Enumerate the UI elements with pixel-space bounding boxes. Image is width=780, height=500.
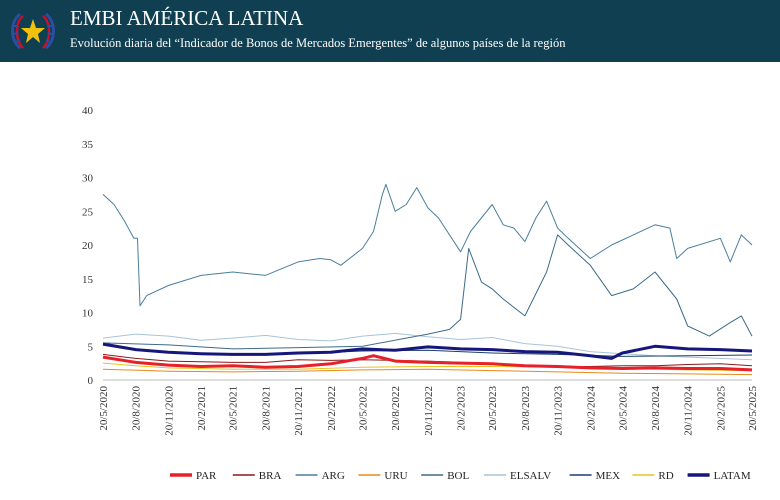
series-line-arg [102, 183, 753, 307]
y-tick-label: 40 [82, 105, 94, 117]
x-tick-label: 20/11/2024 [683, 386, 695, 436]
x-tick-label: 20/11/2020 [163, 386, 175, 436]
chart-legend: PAR BRA ARG URU BOL ELSALV MEX RD LATAM [170, 470, 751, 482]
series-line-bol [102, 234, 753, 350]
y-tick-label: 15 [82, 274, 94, 286]
x-tick-label: 20/5/2023 [487, 386, 499, 431]
embi-line-chart: 0 5 10 15 20 25 30 35 40 20/5/2020 20/8/2020 20/11… [82, 105, 759, 482]
x-tick-label: 20/2/2024 [585, 386, 597, 431]
series-line-latam [102, 342, 753, 360]
x-tick-label: 20/5/2025 [747, 386, 759, 431]
y-tick-label: 35 [82, 139, 94, 151]
x-tick-label: 20/2/2025 [715, 386, 727, 431]
series-line-par [102, 354, 753, 372]
paraguay-emblem-icon [11, 12, 55, 50]
legend-label-bra: BRA [259, 470, 282, 482]
header-banner: EMBI AMÉRICA LATINA Evolución diaria del… [0, 0, 780, 62]
x-tick-label: 20/8/2022 [390, 386, 402, 431]
legend-label-uru: URU [384, 470, 407, 482]
page-subtitle: Evolución diaria del “Indicador de Bonos… [70, 36, 566, 50]
y-tick-label: 30 [82, 173, 94, 185]
series-lines [102, 183, 753, 376]
x-tick-label: 20/8/2020 [131, 386, 143, 431]
legend-label-bol: BOL [447, 470, 469, 482]
x-tick-label: 20/2/2021 [196, 386, 208, 431]
x-tick-label: 20/5/2024 [617, 386, 629, 431]
legend-label-arg: ARG [322, 470, 345, 482]
x-tick-label: 20/5/2020 [98, 386, 110, 431]
series-line-elsalv [102, 332, 753, 361]
x-tick-label: 20/2/2023 [456, 386, 468, 431]
legend-label-latam: LATAM [714, 470, 751, 482]
y-axis: 0 5 10 15 20 25 30 35 40 [82, 105, 752, 387]
x-tick-label: 20/5/2021 [228, 386, 240, 431]
legend-label-par: PAR [196, 470, 217, 482]
y-tick-label: 0 [88, 375, 94, 387]
x-tick-label: 20/2/2022 [326, 386, 338, 431]
page-title: EMBI AMÉRICA LATINA [70, 6, 304, 30]
y-tick-label: 25 [82, 206, 94, 218]
x-tick-label: 20/11/2021 [293, 386, 305, 436]
series-line-uru [102, 368, 753, 376]
x-axis: 20/5/2020 20/8/2020 20/11/2020 20/2/2021 20/… [98, 386, 759, 436]
y-tick-label: 20 [82, 240, 94, 252]
legend-label-mex: MEX [596, 470, 621, 482]
x-tick-label: 20/8/2024 [650, 386, 662, 431]
y-tick-label: 10 [82, 308, 94, 320]
legend-label-elsalv: ELSALV [510, 470, 551, 482]
x-tick-label: 20/11/2023 [553, 386, 565, 436]
x-tick-label: 20/11/2022 [423, 386, 435, 436]
legend-label-rd: RD [658, 470, 673, 482]
x-tick-label: 20/8/2021 [260, 386, 272, 431]
y-tick-label: 5 [88, 341, 94, 353]
x-tick-label: 20/8/2023 [520, 386, 532, 431]
x-tick-label: 20/5/2022 [357, 386, 369, 431]
